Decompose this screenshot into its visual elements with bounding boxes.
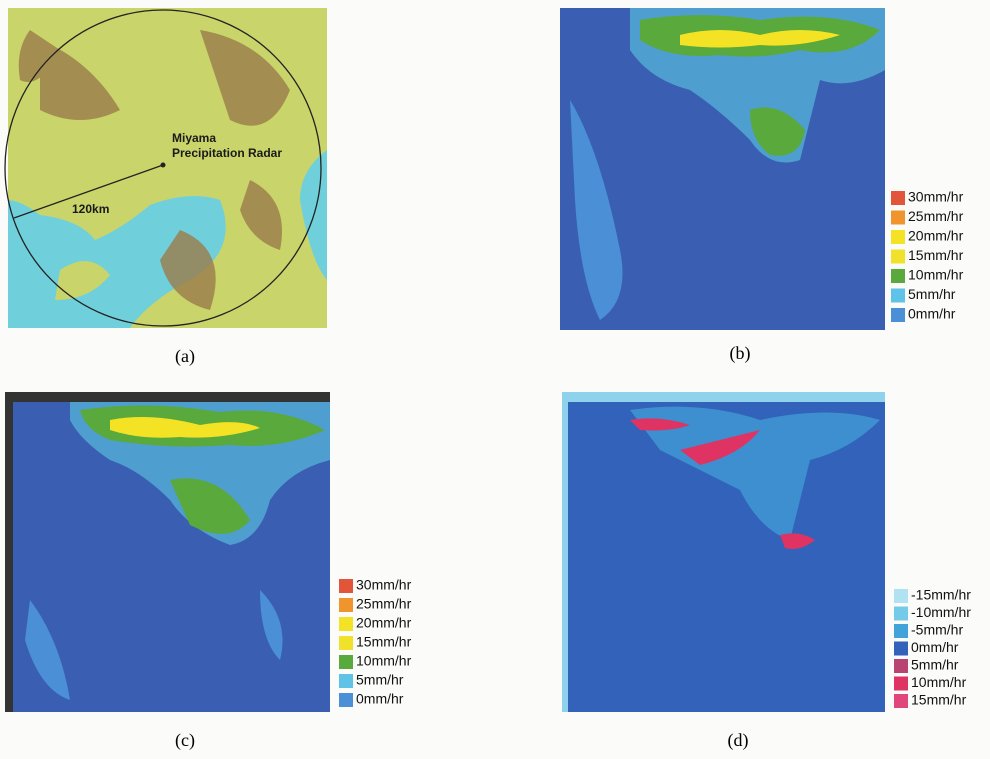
legend-swatch bbox=[894, 642, 908, 656]
panel-label: (b) bbox=[730, 343, 751, 364]
legend-label: 15mm/hr bbox=[911, 692, 967, 708]
page: {"panels": [ {"label": "(a)", "site_name… bbox=[0, 0, 990, 754]
panel-label: (a) bbox=[175, 346, 195, 367]
range-label: 120km bbox=[72, 202, 109, 216]
legend-swatch bbox=[891, 230, 905, 244]
legend-label: 10mm/hr bbox=[356, 653, 412, 669]
border bbox=[562, 392, 568, 712]
legend-swatch bbox=[339, 636, 353, 650]
site-name: Miyama bbox=[172, 131, 216, 145]
radar-site bbox=[161, 163, 166, 168]
site-type: Precipitation Radar bbox=[172, 146, 282, 160]
legend-swatch bbox=[894, 694, 908, 708]
legend-swatch bbox=[339, 579, 353, 593]
legend-swatch bbox=[894, 589, 908, 603]
legend-label: 20mm/hr bbox=[356, 615, 412, 631]
legend-label: 5mm/hr bbox=[356, 672, 404, 688]
border bbox=[5, 392, 13, 712]
panel-label: (c) bbox=[175, 730, 195, 751]
legend-label: 0mm/hr bbox=[356, 691, 404, 707]
figure: Miyama Precipitation Radar 120km (a) (b)… bbox=[0, 0, 990, 754]
border bbox=[562, 392, 885, 402]
legend-label: 0mm/hr bbox=[908, 306, 956, 322]
legend-swatch bbox=[891, 308, 905, 322]
legend-label: 5mm/hr bbox=[911, 657, 959, 673]
legend-swatch bbox=[891, 269, 905, 283]
legend-label: -10mm/hr bbox=[911, 604, 971, 620]
legend-swatch bbox=[891, 250, 905, 264]
legend-label: 0mm/hr bbox=[911, 639, 959, 655]
legend-label: 30mm/hr bbox=[908, 189, 964, 205]
legend-swatch bbox=[891, 211, 905, 225]
legend-swatch bbox=[339, 598, 353, 612]
legend-swatch bbox=[894, 607, 908, 621]
legend-label: 30mm/hr bbox=[356, 577, 412, 593]
legend-label: 25mm/hr bbox=[908, 208, 964, 224]
precip-map bbox=[5, 392, 330, 712]
legend-swatch bbox=[339, 674, 353, 688]
border bbox=[5, 392, 330, 402]
legend-label: -15mm/hr bbox=[911, 587, 971, 603]
legend-swatch bbox=[891, 289, 905, 303]
legend-label: 15mm/hr bbox=[356, 634, 412, 650]
difference-map bbox=[562, 392, 885, 712]
legend-label: 5mm/hr bbox=[908, 286, 956, 302]
legend-swatch bbox=[339, 655, 353, 669]
legend-swatch bbox=[891, 191, 905, 205]
legend-swatch bbox=[339, 617, 353, 631]
legend-swatch bbox=[894, 624, 908, 638]
panel-label: (d) bbox=[728, 730, 749, 751]
legend-label: 25mm/hr bbox=[356, 596, 412, 612]
legend-label: 20mm/hr bbox=[908, 228, 964, 244]
precip-map bbox=[560, 8, 885, 330]
legend-label: 10mm/hr bbox=[911, 674, 967, 690]
legend-swatch bbox=[339, 693, 353, 707]
legend-swatch bbox=[894, 659, 908, 673]
map-panel: Miyama Precipitation Radar 120km bbox=[5, 8, 327, 328]
legend-label: -5mm/hr bbox=[911, 622, 963, 638]
legend-label: 10mm/hr bbox=[908, 267, 964, 283]
legend-swatch bbox=[894, 677, 908, 691]
legend-label: 15mm/hr bbox=[908, 247, 964, 263]
